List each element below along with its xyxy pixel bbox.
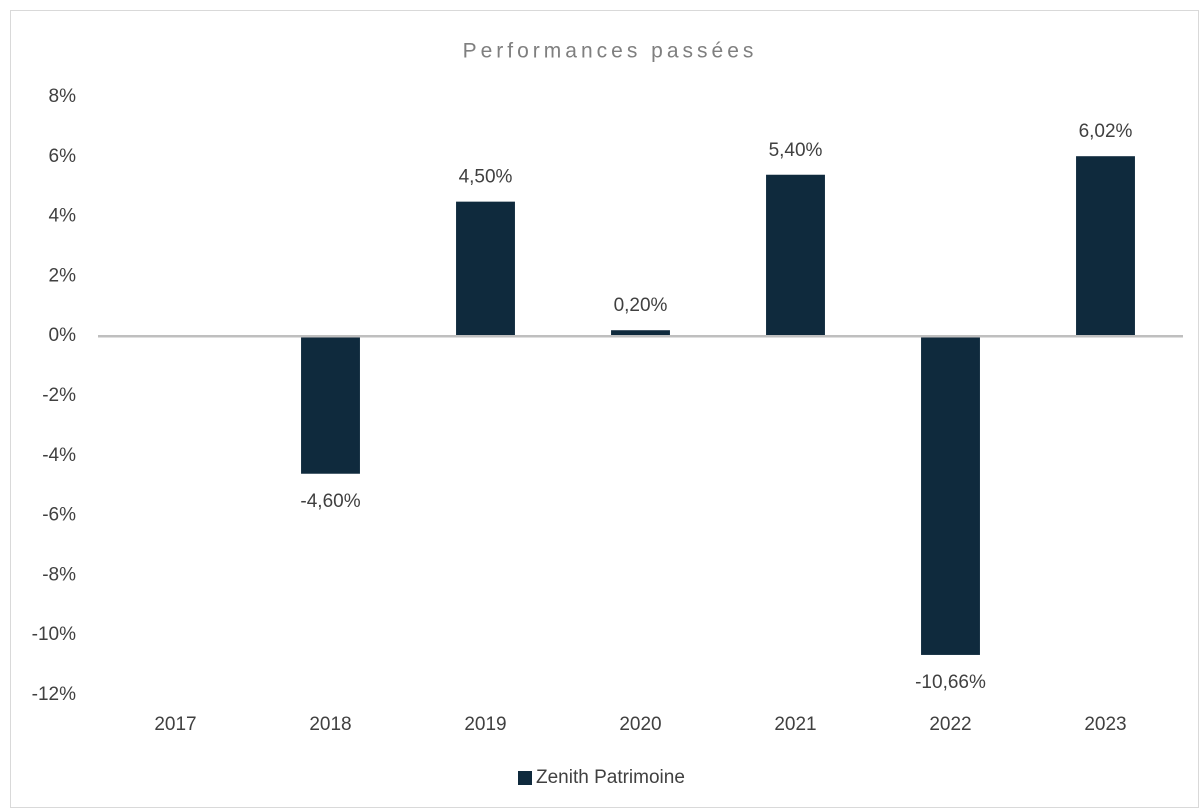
data-label: 4,50%: [459, 167, 513, 188]
chart-title: Performances passées: [463, 40, 758, 63]
bar: [301, 336, 360, 474]
data-label: 5,40%: [769, 140, 823, 161]
data-label: -10,66%: [915, 672, 986, 693]
y-tick-label: -4%: [42, 445, 76, 466]
y-tick-label: -8%: [42, 564, 76, 585]
data-label: 6,02%: [1079, 121, 1133, 142]
y-tick-label: 4%: [49, 206, 77, 227]
legend-label: Zenith Patrimoine: [536, 767, 685, 788]
x-tick-label: 2018: [309, 714, 351, 735]
x-tick-label: 2023: [1084, 714, 1126, 735]
x-tick-label: 2020: [619, 714, 661, 735]
chart-border: [10, 10, 1199, 808]
data-label: -4,60%: [300, 491, 360, 512]
data-label: 0,20%: [614, 295, 668, 316]
x-tick-label: 2017: [154, 714, 196, 735]
x-tick-label: 2021: [774, 714, 816, 735]
bar: [1076, 156, 1135, 337]
y-tick-label: 0%: [49, 325, 77, 346]
legend-swatch: [518, 771, 532, 785]
bar: [456, 201, 515, 337]
bar: [766, 174, 825, 337]
y-tick-label: 6%: [49, 146, 77, 167]
y-tick-label: -2%: [42, 385, 76, 406]
bar: [921, 336, 980, 655]
x-tick-label: 2022: [929, 714, 971, 735]
y-tick-label: 2%: [49, 265, 77, 286]
y-tick-label: -6%: [42, 505, 76, 526]
y-tick-label: 8%: [49, 86, 77, 107]
y-tick-label: -12%: [32, 684, 76, 705]
bar: [611, 330, 670, 337]
x-tick-label: 2019: [464, 714, 506, 735]
y-tick-label: -10%: [32, 624, 76, 645]
